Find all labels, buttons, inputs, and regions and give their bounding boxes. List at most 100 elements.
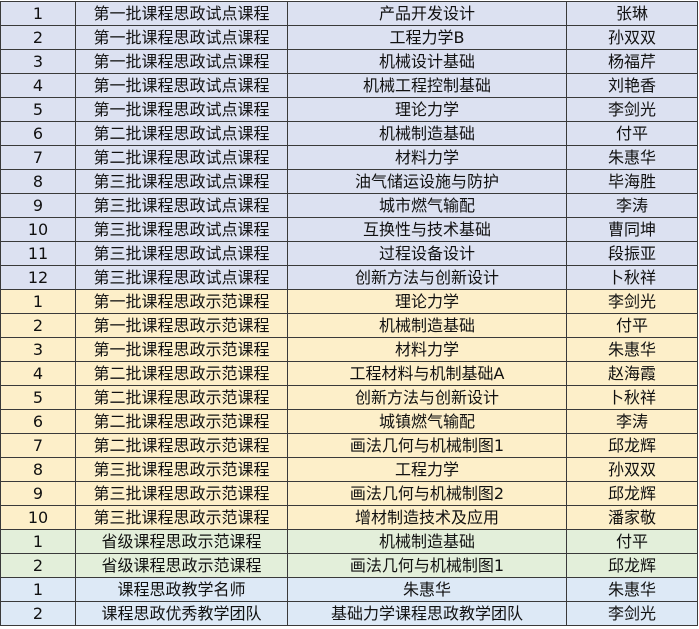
title-cell: 过程设备设计 xyxy=(287,241,567,266)
index-cell: 7 xyxy=(0,433,76,458)
person-cell: 邱龙辉 xyxy=(566,481,698,506)
index-cell: 12 xyxy=(0,265,76,290)
index-cell: 6 xyxy=(0,121,76,146)
title-cell: 画法几何与机械制图1 xyxy=(287,433,567,458)
person-cell: 朱惠华 xyxy=(566,145,698,170)
table-row: 7 第二批课程思政试点课程 材料力学 朱惠华 xyxy=(0,145,698,170)
title-cell: 城市燃气输配 xyxy=(287,193,567,218)
category-cell: 第一批课程思政试点课程 xyxy=(75,97,288,122)
title-cell: 材料力学 xyxy=(287,337,567,362)
index-cell: 2 xyxy=(0,25,76,50)
index-cell: 4 xyxy=(0,361,76,386)
index-cell: 3 xyxy=(0,337,76,362)
title-cell: 材料力学 xyxy=(287,145,567,170)
table-row: 5 第一批课程思政试点课程 理论力学 李剑光 xyxy=(0,97,698,122)
title-cell: 画法几何与机械制图2 xyxy=(287,481,567,506)
category-cell: 第一批课程思政试点课程 xyxy=(75,25,288,50)
table-row: 6 第二批课程思政示范课程 城镇燃气输配 李涛 xyxy=(0,409,698,434)
person-cell: 李涛 xyxy=(566,409,698,434)
person-cell: 毕海胜 xyxy=(566,169,698,194)
person-cell: 李剑光 xyxy=(566,601,698,626)
category-cell: 第一批课程思政示范课程 xyxy=(75,313,288,338)
person-cell: 付平 xyxy=(566,313,698,338)
category-cell: 第一批课程思政试点课程 xyxy=(75,49,288,74)
person-cell: 李剑光 xyxy=(566,97,698,122)
index-cell: 5 xyxy=(0,97,76,122)
index-cell: 1 xyxy=(0,529,76,554)
index-cell: 1 xyxy=(0,289,76,314)
category-cell: 课程思政教学名师 xyxy=(75,577,288,602)
index-cell: 1 xyxy=(0,577,76,602)
table-row: 4 第一批课程思政试点课程 机械工程控制基础 刘艳香 xyxy=(0,73,698,98)
category-cell: 第二批课程思政试点课程 xyxy=(75,145,288,170)
index-cell: 2 xyxy=(0,313,76,338)
row-group: 1 第一批课程思政试点课程 产品开发设计 张琳 2 第一批课程思政试点课程 工程力学B 孙双双… xyxy=(0,1,698,290)
person-cell: 潘家敬 xyxy=(566,505,698,530)
title-cell: 机械设计基础 xyxy=(287,49,567,74)
category-cell: 第三批课程思政示范课程 xyxy=(75,505,288,530)
title-cell: 画法几何与机械制图1 xyxy=(287,553,567,578)
index-cell: 1 xyxy=(0,1,76,26)
person-cell: 李剑光 xyxy=(566,289,698,314)
table-row: 2 省级课程思政示范课程 画法几何与机械制图1 邱龙辉 xyxy=(0,553,698,578)
person-cell: 邱龙辉 xyxy=(566,433,698,458)
category-cell: 省级课程思政示范课程 xyxy=(75,553,288,578)
index-cell: 4 xyxy=(0,73,76,98)
table-row: 9 第三批课程思政试点课程 城市燃气输配 李涛 xyxy=(0,193,698,218)
table-row: 2 第一批课程思政示范课程 机械制造基础 付平 xyxy=(0,313,698,338)
index-cell: 8 xyxy=(0,457,76,482)
table-row: 8 第三批课程思政示范课程 工程力学 孙双双 xyxy=(0,457,698,482)
person-cell: 卜秋祥 xyxy=(566,265,698,290)
title-cell: 机械工程控制基础 xyxy=(287,73,567,98)
category-cell: 第三批课程思政试点课程 xyxy=(75,217,288,242)
title-cell: 理论力学 xyxy=(287,97,567,122)
table-row: 2 课程思政优秀教学团队 基础力学课程思政教学团队 李剑光 xyxy=(0,601,698,626)
title-cell: 工程力学B xyxy=(287,25,567,50)
row-group: 1 省级课程思政示范课程 机械制造基础 付平 2 省级课程思政示范课程 画法几何与机械制图1… xyxy=(0,529,698,578)
title-cell: 理论力学 xyxy=(287,289,567,314)
title-cell: 产品开发设计 xyxy=(287,1,567,26)
category-cell: 第三批课程思政试点课程 xyxy=(75,169,288,194)
table-row: 11 第三批课程思政试点课程 过程设备设计 段振亚 xyxy=(0,241,698,266)
category-cell: 省级课程思政示范课程 xyxy=(75,529,288,554)
index-cell: 11 xyxy=(0,241,76,266)
category-cell: 课程思政优秀教学团队 xyxy=(75,601,288,626)
table-row: 1 省级课程思政示范课程 机械制造基础 付平 xyxy=(0,529,698,554)
table-row: 5 第二批课程思政示范课程 创新方法与创新设计 卜秋祥 xyxy=(0,385,698,410)
title-cell: 互换性与技术基础 xyxy=(287,217,567,242)
table-row: 3 第一批课程思政示范课程 材料力学 朱惠华 xyxy=(0,337,698,362)
title-cell: 创新方法与创新设计 xyxy=(287,385,567,410)
table-row: 6 第二批课程思政试点课程 机械制造基础 付平 xyxy=(0,121,698,146)
person-cell: 张琳 xyxy=(566,1,698,26)
row-group: 1 课程思政教学名师 朱惠华 朱惠华 2 课程思政优秀教学团队 基础力学课程思政教学团队 李剑… xyxy=(0,577,698,626)
person-cell: 刘艳香 xyxy=(566,73,698,98)
title-cell: 油气储运设施与防护 xyxy=(287,169,567,194)
title-cell: 工程力学 xyxy=(287,457,567,482)
title-cell: 增材制造技术及应用 xyxy=(287,505,567,530)
category-cell: 第二批课程思政示范课程 xyxy=(75,385,288,410)
table-row: 10 第三批课程思政示范课程 增材制造技术及应用 潘家敬 xyxy=(0,505,698,530)
row-group: 1 第一批课程思政示范课程 理论力学 李剑光 2 第一批课程思政示范课程 机械制造基础 付平 3… xyxy=(0,289,698,530)
index-cell: 7 xyxy=(0,145,76,170)
index-cell: 5 xyxy=(0,385,76,410)
table-row: 12 第三批课程思政试点课程 创新方法与创新设计 卜秋祥 xyxy=(0,265,698,290)
category-cell: 第三批课程思政试点课程 xyxy=(75,265,288,290)
person-cell: 李涛 xyxy=(566,193,698,218)
index-cell: 10 xyxy=(0,217,76,242)
person-cell: 杨福芹 xyxy=(566,49,698,74)
index-cell: 2 xyxy=(0,553,76,578)
index-cell: 8 xyxy=(0,169,76,194)
category-cell: 第二批课程思政示范课程 xyxy=(75,433,288,458)
title-cell: 朱惠华 xyxy=(287,577,567,602)
index-cell: 3 xyxy=(0,49,76,74)
table-row: 10 第三批课程思政试点课程 互换性与技术基础 曹同坤 xyxy=(0,217,698,242)
person-cell: 朱惠华 xyxy=(566,337,698,362)
category-cell: 第三批课程思政示范课程 xyxy=(75,481,288,506)
index-cell: 10 xyxy=(0,505,76,530)
category-cell: 第二批课程思政示范课程 xyxy=(75,361,288,386)
index-cell: 9 xyxy=(0,481,76,506)
index-cell: 2 xyxy=(0,601,76,626)
category-cell: 第一批课程思政示范课程 xyxy=(75,289,288,314)
category-cell: 第三批课程思政示范课程 xyxy=(75,457,288,482)
